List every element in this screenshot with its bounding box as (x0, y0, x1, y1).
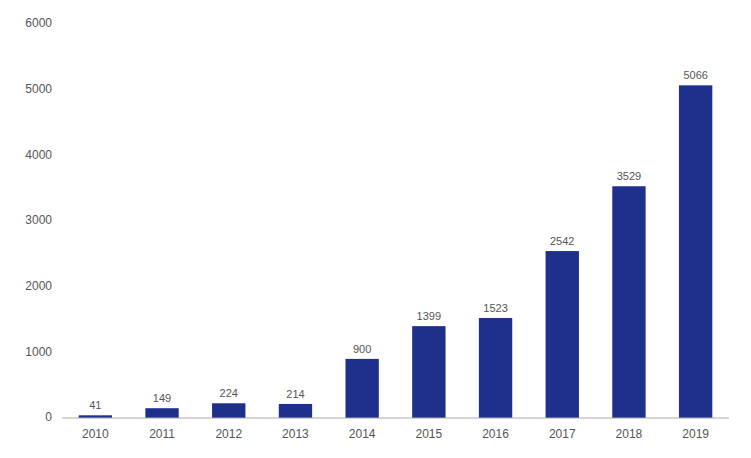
x-tick-label: 2019 (682, 427, 709, 441)
y-tick-label: 1000 (25, 345, 52, 359)
data-label: 41 (89, 399, 101, 411)
chart-svg: 0 1000 2000 3000 4000 5000 6000 41 149 224 214 900 1… (0, 0, 751, 458)
y-tick-label: 4000 (25, 148, 52, 162)
x-axis-line (62, 418, 729, 419)
bar (345, 359, 378, 418)
data-label: 224 (220, 387, 238, 399)
data-label: 5066 (683, 69, 707, 81)
x-tick-label: 2014 (349, 427, 376, 441)
bar (612, 186, 645, 418)
y-tick-label: 6000 (25, 16, 52, 30)
x-tick-label: 2012 (215, 427, 242, 441)
bar (479, 318, 512, 418)
x-tick-label: 2010 (82, 427, 109, 441)
y-axis: 0 1000 2000 3000 4000 5000 6000 (25, 16, 52, 424)
y-tick-label: 3000 (25, 213, 52, 227)
bar (546, 251, 579, 418)
data-label: 900 (353, 343, 371, 355)
bar (145, 408, 178, 418)
x-tick-label: 2017 (549, 427, 576, 441)
bar (279, 404, 312, 418)
chart-container: 0 1000 2000 3000 4000 5000 6000 41 149 224 214 900 1… (0, 0, 751, 458)
x-tick-label: 2011 (149, 427, 175, 441)
bar (679, 85, 712, 418)
data-label: 3529 (617, 170, 641, 182)
data-label: 1399 (417, 310, 441, 322)
y-tick-label: 0 (45, 410, 52, 424)
data-label: 149 (153, 392, 171, 404)
x-tick-label: 2016 (482, 427, 509, 441)
y-tick-label: 2000 (25, 279, 52, 293)
x-tick-label: 2018 (616, 427, 643, 441)
bar (412, 326, 445, 418)
x-tick-label: 2015 (415, 427, 442, 441)
data-labels: 41 149 224 214 900 1399 1523 2542 3529 5066 (89, 69, 708, 411)
bars (79, 85, 713, 418)
x-axis: 2010 2011 2012 2013 2014 2015 2016 2017 2018 2019 (62, 418, 729, 441)
y-tick-label: 5000 (25, 82, 52, 96)
data-label: 2542 (550, 235, 574, 247)
data-label: 1523 (483, 302, 507, 314)
x-tick-label: 2013 (282, 427, 309, 441)
bar (212, 403, 245, 418)
data-label: 214 (286, 388, 304, 400)
